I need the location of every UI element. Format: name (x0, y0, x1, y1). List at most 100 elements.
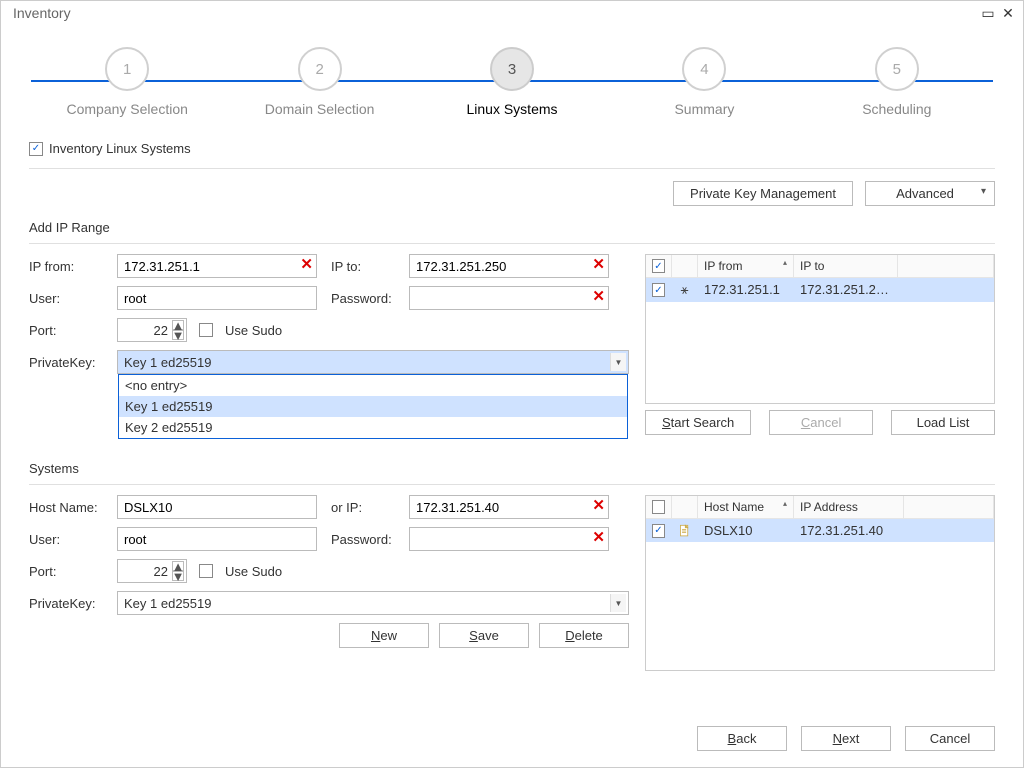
ip-to-input[interactable] (409, 254, 609, 278)
wizard-step-number: 5 (875, 47, 919, 91)
hostname-input[interactable] (117, 495, 317, 519)
back-button[interactable]: Back (697, 726, 787, 751)
grid-row[interactable]: DSLX10 172.31.251.40 (646, 519, 994, 542)
next-button[interactable]: Next (801, 726, 891, 751)
user-input[interactable] (117, 286, 317, 310)
clear-icon[interactable]: ✕ (592, 530, 605, 545)
grid-header-ipto[interactable]: IP to (794, 255, 898, 277)
grid-row-checkbox[interactable] (652, 524, 665, 538)
sys-port-label: Port: (29, 564, 109, 579)
sys-port-spinner[interactable]: 22 ▲▼ (117, 559, 187, 583)
wizard-step-number: 3 (490, 47, 534, 91)
add-ip-range-title: Add IP Range (1, 214, 1023, 239)
clear-icon[interactable]: ✕ (592, 289, 605, 304)
inventory-linux-checkbox[interactable] (29, 142, 43, 156)
wizard-step-label: Scheduling (862, 101, 931, 117)
ip-to-label: IP to: (331, 259, 401, 274)
sys-password-input[interactable] (409, 527, 609, 551)
hostname-label: Host Name: (29, 500, 109, 515)
ip-from-label: IP from: (29, 259, 109, 274)
private-key-option[interactable]: <no entry> (119, 375, 627, 396)
wizard-step-number: 4 (682, 47, 726, 91)
sys-use-sudo-label: Use Sudo (225, 564, 282, 579)
private-key-option[interactable]: Key 1 ed25519 (119, 396, 627, 417)
titlebar: Inventory ▭ ✕ (1, 1, 1023, 27)
wizard-steps: 1 Company Selection 2 Domain Selection 3… (1, 27, 1023, 137)
document-icon (678, 524, 691, 538)
grid-header-checkbox[interactable] (652, 500, 665, 514)
chevron-down-icon[interactable]: ▼ (610, 594, 626, 612)
clear-icon[interactable]: ✕ (592, 257, 605, 272)
grid-row-checkbox[interactable] (652, 283, 665, 297)
use-sudo-label: Use Sudo (225, 323, 282, 338)
spin-down-icon[interactable]: ▼ (172, 330, 184, 340)
ip-from-input[interactable] (117, 254, 317, 278)
start-search-button[interactable]: Start Search (645, 410, 751, 435)
save-button[interactable]: Save (439, 623, 529, 648)
use-sudo-checkbox[interactable] (199, 323, 213, 337)
grid-header-ip[interactable]: IP Address (794, 496, 904, 518)
ip-input[interactable] (409, 495, 609, 519)
wizard-step-company[interactable]: 1 Company Selection (31, 47, 223, 117)
systems-block: Host Name: or IP: ✕ User: Password: ✕ Po… (1, 493, 1023, 671)
wizard-step-summary[interactable]: 4 Summary (608, 47, 800, 117)
grid-header-checkbox[interactable] (652, 259, 665, 273)
wizard-footer: Back Next Cancel (697, 726, 995, 751)
user-label: User: (29, 291, 109, 306)
systems-grid: Host Name IP Address DSLX10 172.31.251. (645, 495, 995, 671)
wizard-step-number: 2 (298, 47, 342, 91)
divider (29, 168, 995, 169)
grid-header-host[interactable]: Host Name (698, 496, 794, 518)
private-key-combo[interactable]: Key 1 ed25519 ▼ <no entry> Key 1 ed25519… (117, 350, 629, 374)
share-icon: ⚹ (681, 282, 689, 298)
private-key-mgmt-button[interactable]: Private Key Management (673, 181, 853, 206)
password-label: Password: (331, 291, 401, 306)
sys-use-sudo-checkbox[interactable] (199, 564, 213, 578)
grid-cell-ipfrom: 172.31.251.1 (698, 278, 794, 302)
grid-header: IP from IP to (646, 255, 994, 278)
sys-private-key-label: PrivateKey: (29, 596, 109, 611)
clear-icon[interactable]: ✕ (300, 257, 313, 272)
ip-range-form: IP from: ✕ IP to: ✕ User: Password: ✕ (29, 254, 629, 435)
clear-icon[interactable]: ✕ (592, 498, 605, 513)
grid-row[interactable]: ⚹ 172.31.251.1 172.31.251.2… (646, 278, 994, 302)
inventory-linux-checkbox-row: Inventory Linux Systems (1, 137, 1023, 164)
range-grid-buttons: Start Search Cancel Load List (645, 410, 995, 435)
top-toolbar: Private Key Management Advanced (1, 177, 1023, 214)
wizard-step-linux[interactable]: 3 Linux Systems (416, 47, 608, 117)
new-button[interactable]: New (339, 623, 429, 648)
divider (29, 484, 995, 485)
sys-user-label: User: (29, 532, 109, 547)
sys-user-input[interactable] (117, 527, 317, 551)
grid-header-spacer (904, 496, 994, 518)
divider (29, 243, 995, 244)
or-ip-label: or IP: (331, 500, 401, 515)
advanced-dropdown[interactable]: Advanced (865, 181, 995, 206)
password-input[interactable] (409, 286, 609, 310)
delete-button[interactable]: Delete (539, 623, 629, 648)
grid-header: Host Name IP Address (646, 496, 994, 519)
cancel-search-button[interactable]: Cancel (769, 410, 873, 435)
private-key-value: Key 1 ed25519 (124, 355, 211, 370)
wizard-step-domain[interactable]: 2 Domain Selection (223, 47, 415, 117)
maximize-icon[interactable]: ▭ (981, 6, 995, 20)
grid-header-ipfrom[interactable]: IP from (698, 255, 794, 277)
load-list-button[interactable]: Load List (891, 410, 995, 435)
systems-grid-col: Host Name IP Address DSLX10 172.31.251. (645, 495, 995, 671)
spin-down-icon[interactable]: ▼ (172, 571, 184, 581)
port-label: Port: (29, 323, 109, 338)
private-key-option[interactable]: Key 2 ed25519 (119, 417, 627, 438)
chevron-down-icon[interactable]: ▼ (610, 353, 626, 371)
inventory-linux-label: Inventory Linux Systems (49, 141, 191, 156)
wizard-step-scheduling[interactable]: 5 Scheduling (801, 47, 993, 117)
wizard-step-label: Company Selection (67, 101, 188, 117)
sys-private-key-combo[interactable]: Key 1 ed25519 ▼ (117, 591, 629, 615)
close-icon[interactable]: ✕ (1001, 6, 1015, 20)
grid-header-icon-col (672, 496, 698, 518)
grid-header-icon-col (672, 255, 698, 277)
private-key-dropdown-list: <no entry> Key 1 ed25519 Key 2 ed25519 (118, 374, 628, 439)
sys-private-key-value: Key 1 ed25519 (124, 596, 211, 611)
cancel-button[interactable]: Cancel (905, 726, 995, 751)
grid-cell-ipto: 172.31.251.2… (794, 278, 898, 302)
port-spinner[interactable]: 22 ▲▼ (117, 318, 187, 342)
